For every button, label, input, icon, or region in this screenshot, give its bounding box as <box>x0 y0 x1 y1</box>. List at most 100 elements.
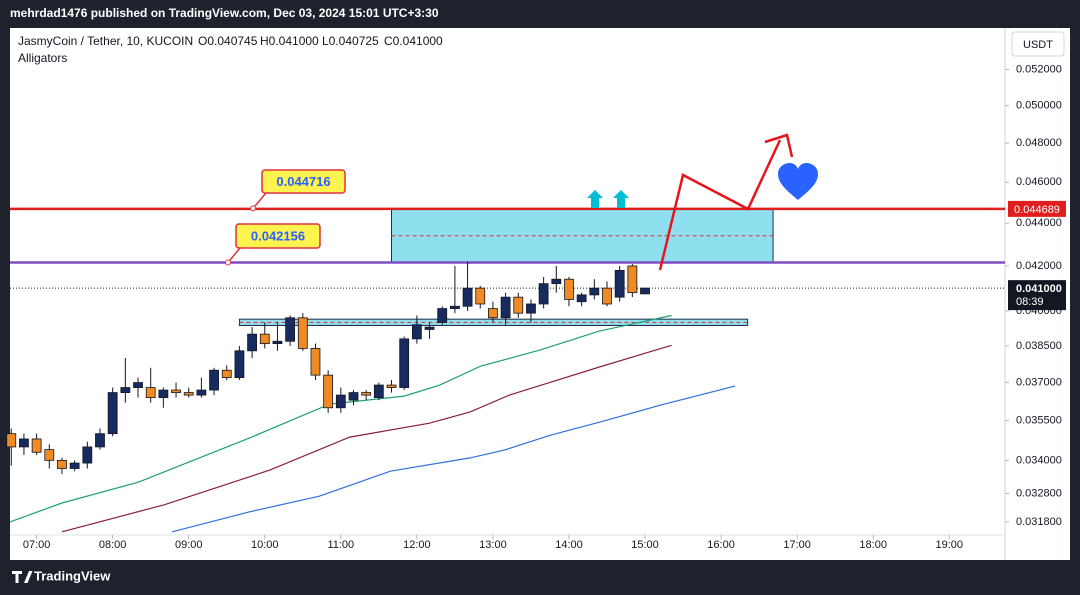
alligator-line <box>61 344 672 533</box>
candle-body <box>183 392 194 396</box>
candle-body <box>488 308 498 319</box>
candle-body <box>437 308 448 323</box>
callout-text: 0.042156 <box>251 228 305 243</box>
symbol-title: JasmyCoin / Tether, 10, KUCOIN <box>18 34 193 48</box>
callout-anchor <box>250 205 256 212</box>
y-tick-label: 0.052000 <box>1016 63 1062 75</box>
candle-body <box>259 333 270 345</box>
candle-body <box>411 324 422 340</box>
candle-body <box>399 338 410 388</box>
candle-body <box>323 374 334 409</box>
ohlc-high: H0.041000 <box>260 34 319 48</box>
x-tick-label: 07:00 <box>23 539 51 551</box>
x-tick-label: 19:00 <box>935 539 963 551</box>
alligator-line <box>9 314 672 523</box>
x-tick-label: 09:00 <box>175 539 203 551</box>
price-tag-label: 0.044689 <box>1014 204 1060 216</box>
ohlc-close: C0.041000 <box>384 34 443 48</box>
callout-box <box>235 223 321 249</box>
y-tick-label: 0.035500 <box>1016 415 1062 427</box>
callout-text: 0.044716 <box>276 174 330 189</box>
candle-body <box>31 438 42 453</box>
candle-body <box>44 449 55 461</box>
projection-arrowhead <box>764 133 794 158</box>
x-tick-label: 18:00 <box>859 539 887 551</box>
indicator-name: Alligators <box>18 51 67 65</box>
up-arrow-icon <box>587 190 603 208</box>
up-arrow-icon <box>613 190 629 208</box>
callout-pointer <box>227 247 241 264</box>
brand-logo <box>12 571 33 583</box>
candle-body <box>133 382 143 388</box>
x-tick-label: 16:00 <box>707 539 735 551</box>
callout-box <box>261 169 346 194</box>
candle-body <box>82 446 93 464</box>
candle-body <box>171 389 181 393</box>
heart-icon <box>778 163 818 200</box>
projection-path <box>658 139 782 271</box>
candle-body <box>602 287 612 305</box>
x-tick-label: 10:00 <box>251 539 279 551</box>
x-tick-label: 15:00 <box>631 539 659 551</box>
x-tick-label: 12:00 <box>403 539 431 551</box>
y-tick-label: 0.037000 <box>1016 376 1062 388</box>
candle-body <box>386 384 397 388</box>
drawings <box>587 133 818 271</box>
y-tick-label: 0.050000 <box>1016 99 1062 111</box>
currency-button[interactable] <box>1011 31 1065 57</box>
candle-body <box>335 394 346 409</box>
candle-body <box>6 433 17 448</box>
alligator-line <box>172 385 736 533</box>
candle-body <box>576 294 587 303</box>
last-price-label: 0.041000 <box>1016 283 1062 295</box>
x-tick-label: 17:00 <box>783 539 811 551</box>
candle-body <box>640 287 650 295</box>
candle-body <box>120 387 131 393</box>
candle-body <box>373 384 384 399</box>
candle-body <box>19 438 29 448</box>
candle-body <box>69 462 80 469</box>
candle-body <box>424 326 435 330</box>
y-tick-label: 0.046000 <box>1016 176 1062 188</box>
candle-body <box>107 392 118 435</box>
candle-body <box>475 287 486 305</box>
candle-body <box>462 287 473 307</box>
x-tick-label: 14:00 <box>555 539 583 551</box>
candle-body <box>95 433 105 448</box>
y-tick-label: 0.034000 <box>1016 454 1062 466</box>
candle-body <box>297 317 308 349</box>
candle-body <box>348 392 359 401</box>
x-tick-label: 08:00 <box>99 539 127 551</box>
y-tick-label: 0.048000 <box>1016 137 1062 149</box>
y-tick-label: 0.031800 <box>1016 516 1062 528</box>
y-tick-label: 0.038500 <box>1016 340 1062 352</box>
candle-body <box>234 350 245 379</box>
published-line: mehrdad1476 published on TradingView.com… <box>10 6 439 20</box>
candle-body <box>145 387 156 399</box>
ohlc-low: L0.040725 <box>322 34 379 48</box>
plot-area <box>6 207 1005 533</box>
callout-anchor <box>225 259 231 266</box>
candle-body <box>196 389 207 396</box>
y-tick-label: 0.042000 <box>1016 260 1062 272</box>
ohlc-open: O0.040745 <box>198 34 258 48</box>
candle-body <box>449 305 460 309</box>
candle-body <box>538 283 549 305</box>
candle-body <box>526 303 536 314</box>
x-tick-label: 13:00 <box>479 539 507 551</box>
last-price-tag <box>1008 280 1066 311</box>
countdown-label: 08:39 <box>1016 296 1044 308</box>
candle-body <box>272 340 283 345</box>
candle-body <box>361 392 372 396</box>
candle-body <box>627 265 638 294</box>
candle-body <box>589 287 600 296</box>
currency-label[interactable]: USDT <box>1023 39 1053 51</box>
candle-body <box>247 333 257 352</box>
candle-body <box>614 269 625 298</box>
candle-body <box>564 278 574 300</box>
brand-name: TradingView <box>34 568 111 583</box>
x-tick-label: 11:00 <box>327 539 354 551</box>
candle-body <box>221 369 232 379</box>
candle-body <box>209 369 219 391</box>
y-tick-label: 0.032800 <box>1016 487 1062 499</box>
